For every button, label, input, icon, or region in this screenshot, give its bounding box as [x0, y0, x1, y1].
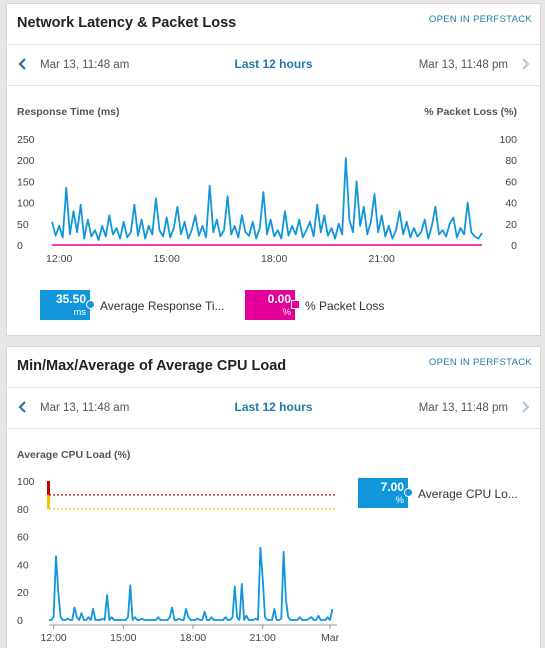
time-range-bar: Mar 13, 11:48 am Last 12 hours Mar 13, 1…: [7, 388, 540, 429]
legend-item-packet-loss[interactable]: 0.00 % % Packet Loss: [245, 290, 405, 320]
cpu-load-badge: 7.00 %: [358, 478, 413, 508]
x-tick-label: 18:00: [180, 632, 206, 643]
y-tick-label: 250: [17, 134, 35, 146]
y-tick-label: 60: [17, 532, 29, 544]
y-tick-label: 100: [17, 476, 35, 488]
x-tick-label: 15:00: [110, 632, 136, 643]
critical-zone-marker: [47, 481, 50, 495]
open-in-perfstack-link[interactable]: OPEN IN PERFSTACK: [428, 14, 532, 25]
y2-axis-title: % Packet Loss (%): [424, 106, 517, 118]
time-range-selector[interactable]: Last 12 hours: [234, 57, 313, 71]
cpu-load-card: Min/Max/Average of Average CPU Load OPEN…: [6, 346, 541, 648]
response-time-unit: ms: [73, 307, 86, 318]
y-tick-label: 50: [17, 219, 29, 231]
chevron-left-icon[interactable]: [16, 57, 30, 71]
chevron-right-icon[interactable]: [518, 57, 532, 71]
y-axis-title: Average CPU Load (%): [17, 449, 130, 461]
packet-loss-label: % Packet Loss: [305, 299, 385, 313]
response-time-label: Average Response Ti...: [100, 299, 225, 313]
latency-chart: Response Time (ms) % Packet Loss (%) 250…: [17, 106, 517, 265]
y-tick-label: 0: [17, 240, 23, 252]
cpu-load-value: 7.00: [380, 480, 404, 494]
cpu-load-series-line: [49, 546, 334, 621]
y-tick-label: 200: [17, 155, 35, 167]
square-marker-icon: [291, 300, 300, 309]
circle-marker-icon: [404, 488, 413, 497]
packet-loss-value: 0.00: [267, 292, 291, 306]
y-tick-label: 150: [17, 176, 35, 188]
card-header: Min/Max/Average of Average CPU Load OPEN…: [7, 347, 540, 388]
chevron-left-icon[interactable]: [16, 400, 30, 414]
y2-tick-label: 100: [499, 134, 517, 146]
chevron-right-icon[interactable]: [518, 400, 532, 414]
card-title: Network Latency & Packet Loss: [17, 15, 237, 31]
packet-loss-badge: 0.00 %: [245, 290, 300, 320]
x-tick-label: 21:00: [369, 253, 395, 265]
time-end-label: Mar 13, 11:48 pm: [418, 59, 508, 71]
response-time-series-line: [51, 157, 483, 241]
time-start-label: Mar 13, 11:48 am: [40, 59, 130, 71]
card-title: Min/Max/Average of Average CPU Load: [17, 358, 287, 374]
y2-tick-label: 0: [511, 240, 517, 252]
cpu-load-chart: Average CPU Load (%) 100 80 60 40 20 0 12:00 1…: [17, 449, 340, 643]
y-axis-title: Response Time (ms): [17, 106, 120, 118]
y2-tick-label: 80: [505, 155, 517, 167]
time-end-label: Mar 13, 11:48 pm: [418, 402, 508, 414]
x-tick-label: 12:00: [46, 253, 72, 265]
x-tick-label: 12:00: [41, 632, 67, 643]
y-tick-label: 100: [17, 198, 35, 210]
y-tick-label: 0: [17, 615, 23, 627]
response-time-badge: 35.50 ms: [40, 290, 95, 320]
legend-item-cpu-load[interactable]: 7.00 % Average CPU Lo...: [358, 478, 538, 508]
time-start-label: Mar 13, 11:48 am: [40, 402, 130, 414]
warning-zone-marker: [47, 494, 50, 509]
open-in-perfstack-link[interactable]: OPEN IN PERFSTACK: [428, 357, 532, 368]
y-tick-label: 80: [17, 504, 29, 516]
x-tick-label: 18:00: [261, 253, 287, 265]
x-tick-label: 21:00: [250, 632, 276, 643]
time-range-bar: Mar 13, 11:48 am Last 12 hours Mar 13, 1…: [7, 45, 540, 86]
time-range-selector[interactable]: Last 12 hours: [234, 400, 313, 414]
y-tick-label: 40: [17, 559, 29, 571]
y2-tick-label: 20: [505, 219, 517, 231]
packet-loss-unit: %: [282, 307, 291, 318]
x-tick-label: 15:00: [154, 253, 180, 265]
cpu-load-unit: %: [395, 495, 404, 506]
network-latency-card: Network Latency & Packet Loss OPEN IN PE…: [6, 3, 541, 336]
legend-item-response-time[interactable]: 35.50 ms Average Response Ti...: [40, 290, 240, 320]
y-tick-label: 20: [17, 587, 29, 599]
cpu-load-label: Average CPU Lo...: [418, 487, 518, 501]
response-time-value: 35.50: [55, 292, 86, 306]
x-tick-label: Mar: [321, 632, 340, 643]
card-header: Network Latency & Packet Loss OPEN IN PE…: [7, 4, 540, 45]
y2-tick-label: 60: [505, 176, 517, 188]
y2-tick-label: 40: [505, 198, 517, 210]
circle-marker-icon: [86, 300, 95, 309]
